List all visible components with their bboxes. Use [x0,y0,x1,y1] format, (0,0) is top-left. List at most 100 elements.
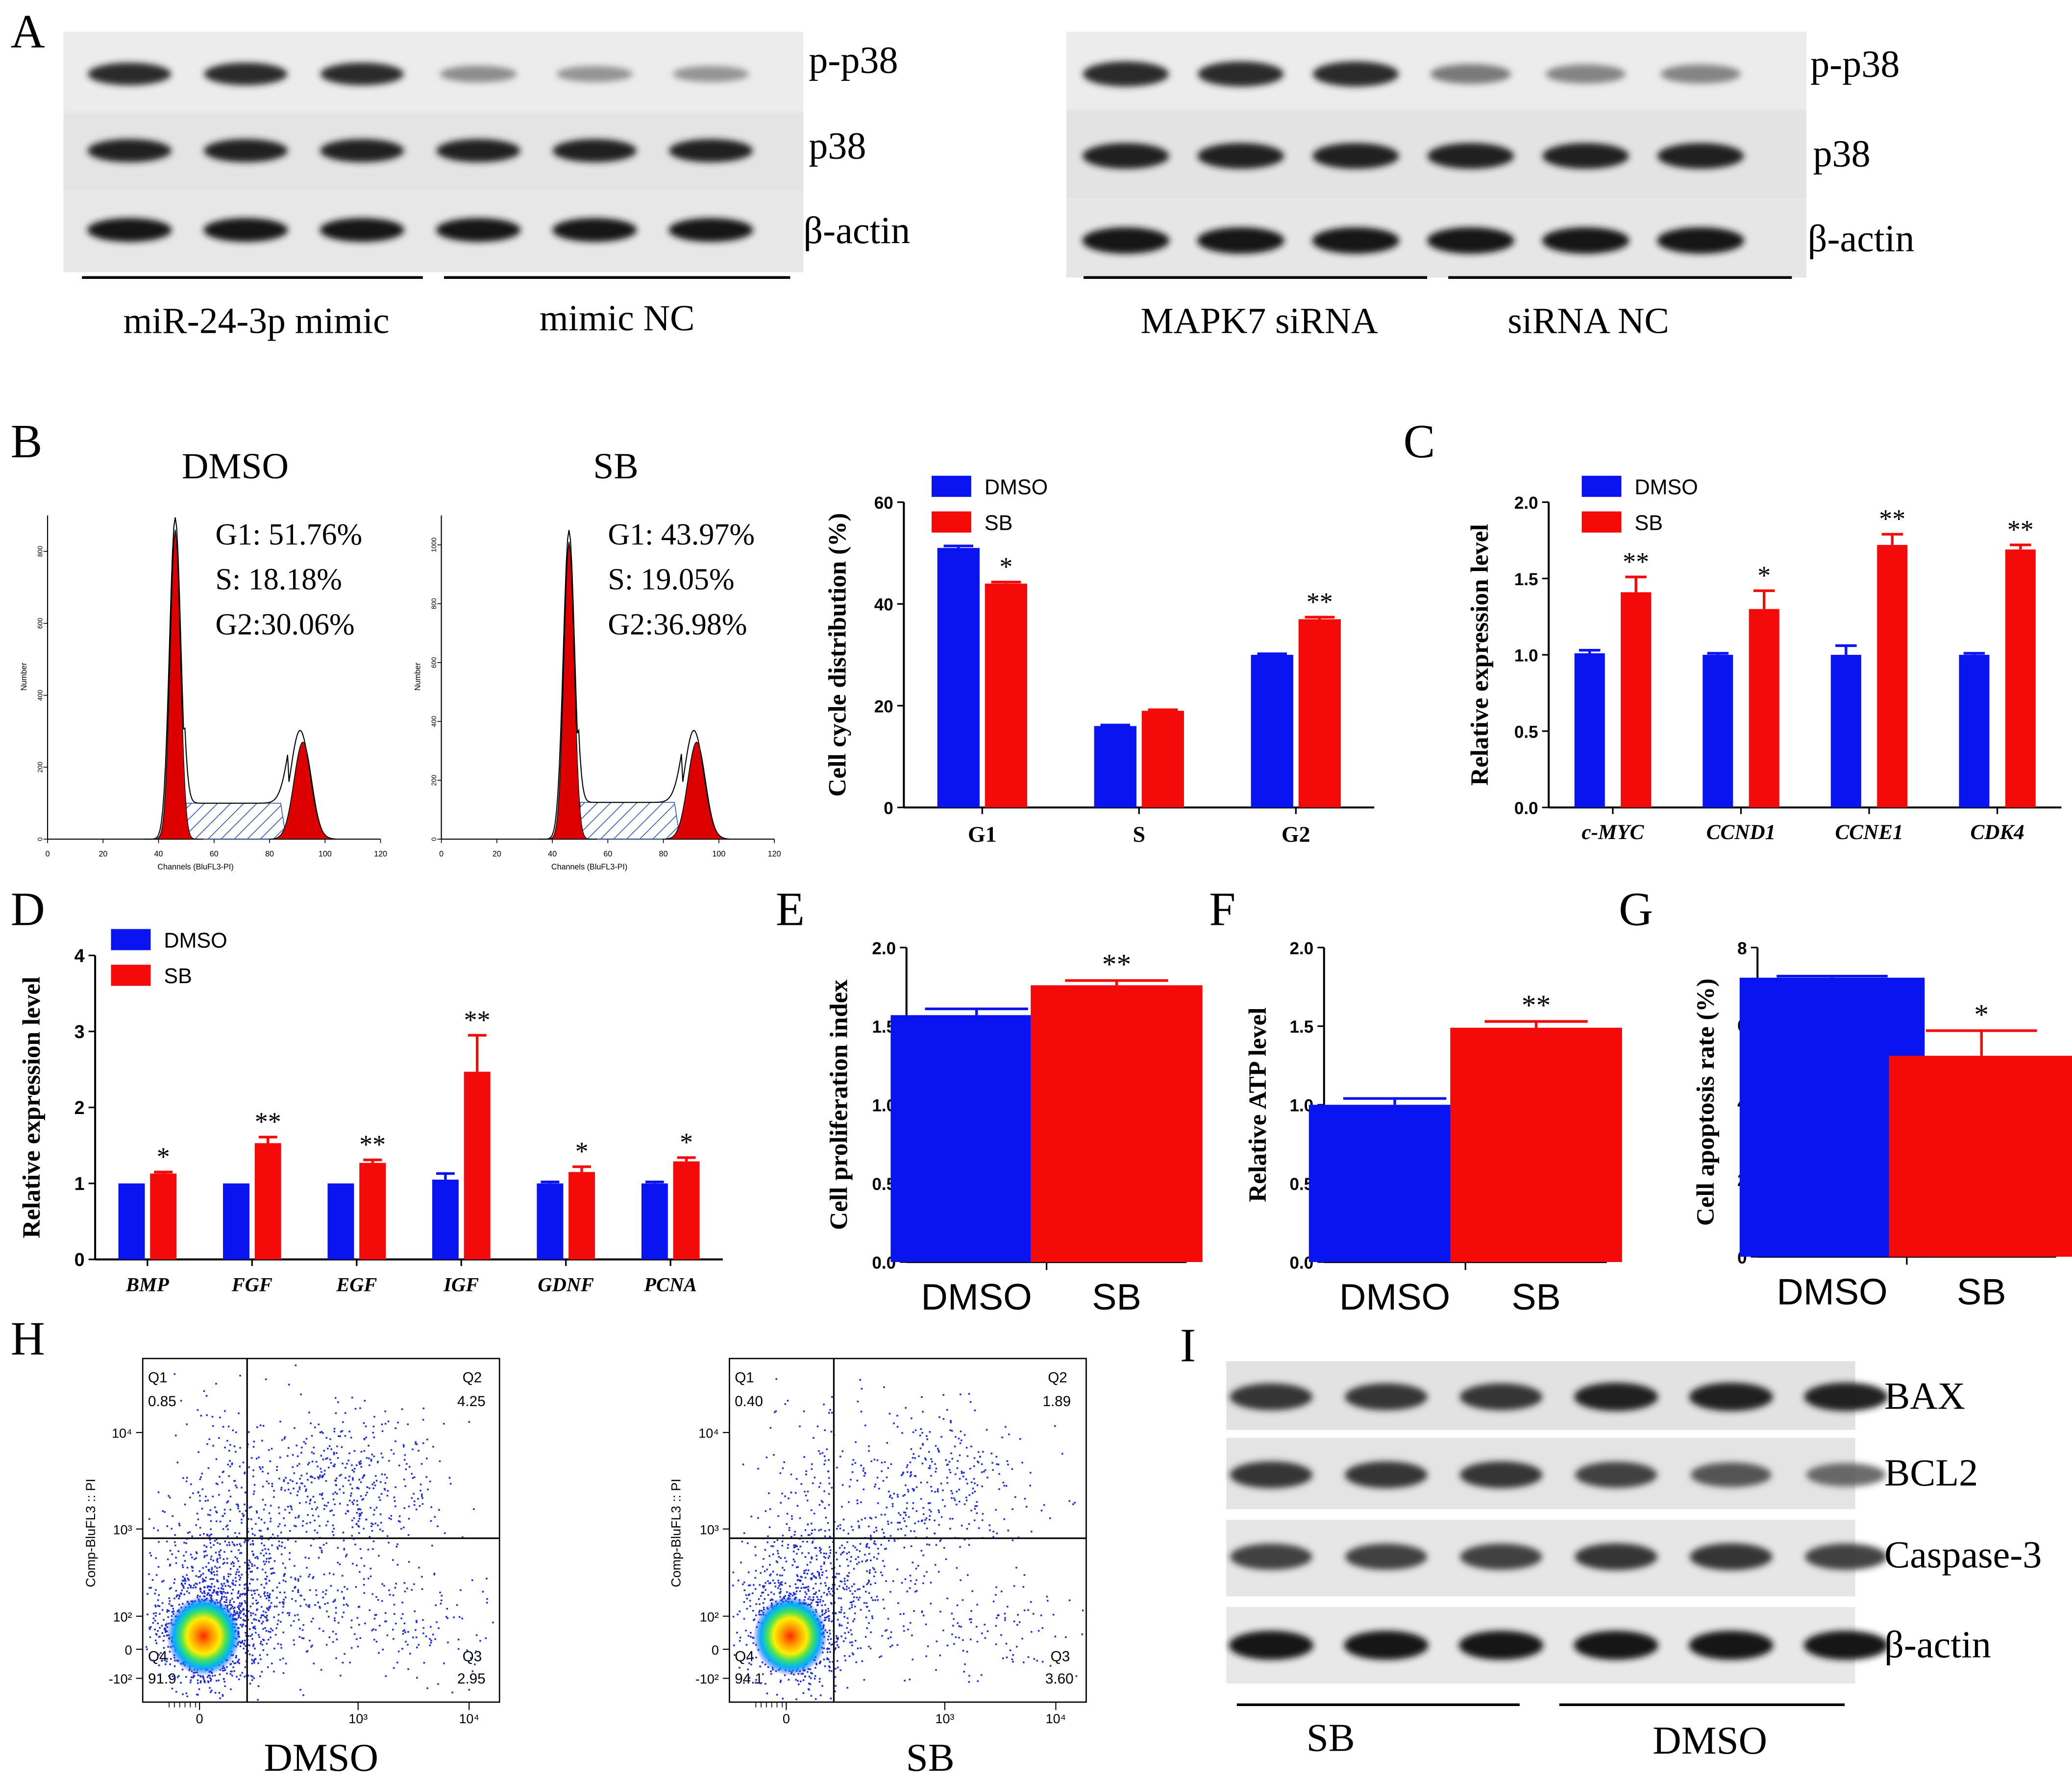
panel-c-bar-sb [1877,545,1908,808]
flow-sb-frame [729,1358,1087,1703]
panel-f-bar-sb [1450,1027,1622,1263]
cell-cycle-bar-sb [1298,619,1341,808]
blot-a-left-band-3: β-actin [803,209,910,251]
panel-f-xtick-label: DMSO [1339,1276,1450,1317]
flow-sb-q3-value: 3.60 [1045,1671,1074,1687]
histogram-sb-ytick-label: 1000 [430,538,438,552]
panel-d-bar-dmso [223,1183,249,1260]
chart-panel-g: 02468Cell apoptosis rate (%)DMSO*SB [1692,939,2072,1312]
blot-a-left-band-r1-l1 [88,62,172,86]
blot-a-left-band-r2-l6 [669,139,753,163]
blot-i-band-r2-l1 [1230,1461,1313,1488]
histogram-sb-xlabel: Channels (BluFL3-PI) [551,863,627,871]
cell-cycle-xtick-label: G1 [968,822,997,847]
flow-dmso-q4-value: 91.9 [148,1671,176,1687]
panel-d-bar-sb [673,1161,700,1260]
blot-a-right-band-r2-l6 [1657,143,1744,169]
panel-label-b: B [11,415,43,468]
histogram-dmso-g1: G1: 51.76% [216,518,363,551]
panel-d-significance: ** [464,1005,491,1035]
panel-d-bar-sb [464,1071,491,1260]
blot-a-right-band-r3-l5 [1542,227,1629,254]
histogram-dmso-g2: G2:30.06% [216,608,355,641]
panel-g-xtick-label: SB [1957,1271,2006,1312]
panel-f-significance: ** [1522,989,1551,1021]
blot-i-band-r2-l2 [1345,1461,1428,1488]
panel-c-significance: ** [2007,515,2034,544]
flow-sb-q2-value: 1.89 [1042,1393,1071,1410]
panel-d-bar-sb [150,1173,177,1260]
panel-e-bar-sb [1031,985,1203,1263]
blot-i-band-r1-l3 [1459,1383,1543,1411]
histogram-dmso: DMSO G1: 51.76% S: 18.18% G2:30.06% 0200… [20,446,387,871]
cell-cycle-bar-sb [1141,711,1184,808]
flow-dmso-q2-value: 4.25 [457,1393,486,1410]
chart-panel-c: 0.0 0.5 1.0 1.5 2.0 Relative expression level… [1466,475,2062,844]
panel-d-bar-sb [254,1143,281,1260]
panel-c-legend-swatch-dmso [1581,475,1622,497]
flow-sb-ytick-label: 10⁴ [698,1426,719,1441]
panel-label-a: A [11,5,45,58]
panel-c-significance: * [1757,561,1771,590]
panel-d-bar-sb [568,1172,595,1260]
flow-dmso-ytick-label: 10⁴ [112,1426,132,1441]
chart-cell-cycle-distribution: 0 20 40 60 Cell cycle distribution (%) * G1 S **… [824,475,1375,847]
blot-a-left-band-r2-l5 [552,139,637,163]
flow-dmso-density-core [166,1596,241,1676]
blot-a-left-band-r2-l3 [320,139,404,163]
blot-i-band-r4-l5 [1688,1631,1774,1660]
panel-g-xtick-label: DMSO [1776,1271,1887,1312]
panel-d-significance: * [575,1137,589,1166]
flow-sb-q3: Q3 [1051,1648,1070,1664]
western-blot-i: SB DMSO BAX BCL2 Caspase-3 β-actin [1226,1361,2042,1762]
cell-cycle-bar-dmso [937,548,980,808]
cell-cycle-xtick-label: G2 [1282,822,1310,847]
blot-i-band-r1-l4 [1574,1383,1658,1412]
flow-sb-density-core [753,1596,827,1676]
flow-dmso-q3: Q3 [463,1648,482,1664]
panel-c-ytick-label: 0.0 [1514,799,1538,818]
panel-d-xtick-label: EGF [336,1273,377,1295]
flow-dmso-ytick-label: 0 [125,1643,132,1658]
blot-a-right-band-r1-l1 [1083,61,1169,87]
blot-a-right-band-r2-l1 [1083,143,1169,169]
cell-cycle-significance: ** [1307,587,1333,617]
histogram-dmso-xtick-label: 100 [319,849,332,858]
panel-d-legend-swatch-dmso [111,929,151,950]
blot-a-left-group-2: mimic NC [540,298,695,339]
blot-a-left-band-r1-l3 [320,62,404,86]
cell-cycle-ytick-label: 60 [874,494,893,513]
histogram-dmso-xtick-label: 120 [374,849,387,858]
histogram-dmso-g1-peak [152,529,203,840]
histogram-sb: SB G1: 43.97% S: 19.05% G2:36.98% 020040… [413,446,781,871]
flow-sb-ytick-label: 0 [712,1643,719,1658]
blot-a-left-band-1: p-p38 [809,38,898,81]
histogram-dmso-ytick-label: 800 [36,546,44,557]
flow-sb-title: SB [906,1736,955,1780]
histogram-dmso-xtick-label: 40 [154,849,163,858]
panel-c-legend-label-dmso: DMSO [1634,475,1698,499]
blot-i-band-2: BCL2 [1884,1451,1978,1494]
blot-a-right-band-3: β-actin [1808,217,1915,259]
blot-i-band-r4-l3 [1458,1631,1544,1660]
panel-d-bar-dmso [118,1183,145,1260]
panel-f-ylabel: Relative ATP level [1244,1008,1272,1202]
panel-d-significance: * [680,1127,693,1157]
panel-d-xtick-label: FGF [231,1273,272,1295]
panel-g-significance: * [1974,998,1989,1030]
histogram-sb-g1-peak [546,542,597,840]
panel-label-f: F [1209,882,1235,935]
flow-dmso-ytick-label: 10³ [113,1523,132,1537]
flow-dmso-q2: Q2 [463,1369,482,1386]
blot-a-left-band-r3-l3 [320,218,405,242]
flow-dmso-q4: Q4 [148,1648,168,1664]
cell-cycle-xtick-label: S [1133,822,1146,847]
flow-dmso-xtick-label: 10⁴ [459,1711,479,1726]
panel-d-bar-dmso [327,1183,354,1260]
blot-a-left-band-r2-l1 [87,139,172,163]
blot-a-right-group-2: siRNA NC [1507,300,1669,341]
panel-d-xtick-label: PCNA [643,1273,697,1295]
